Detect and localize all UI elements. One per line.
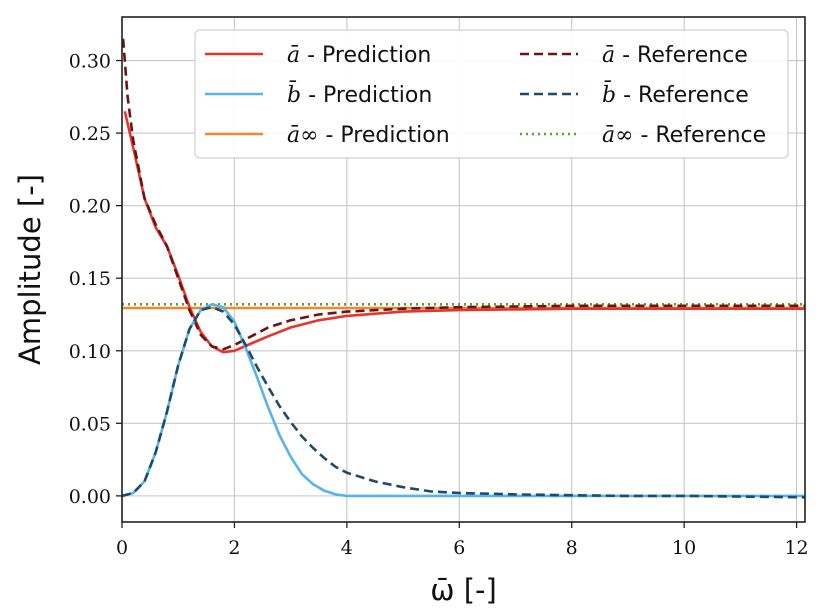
legend-entry-3: ā - Reference bbox=[602, 43, 748, 68]
y-tick-label: 0.00 bbox=[69, 486, 111, 508]
y-tick-label: 0.20 bbox=[69, 196, 111, 218]
x-tick-label: 10 bbox=[672, 537, 696, 559]
x-tick-label: 6 bbox=[453, 537, 465, 559]
x-tick-label: 2 bbox=[228, 537, 240, 559]
x-tick-label: 4 bbox=[341, 537, 353, 559]
legend-entry-2: ā∞ - Prediction bbox=[287, 123, 450, 148]
x-tick-label: 0 bbox=[116, 537, 128, 559]
y-tick-label: 0.15 bbox=[69, 268, 111, 290]
legend-entry-5: ā∞ - Reference bbox=[602, 123, 766, 148]
series-line-4 bbox=[122, 305, 805, 499]
y-tick-label: 0.10 bbox=[69, 341, 111, 363]
y-tick-label: 0.05 bbox=[69, 413, 111, 435]
y-axis-label: Amplitude [-] bbox=[13, 174, 47, 365]
legend-entry-4: b̄ - Reference bbox=[602, 80, 749, 108]
series-line-3 bbox=[122, 38, 805, 351]
legend-entry-1: b̄ - Prediction bbox=[287, 80, 432, 108]
series-line-1 bbox=[122, 303, 805, 498]
legend-box bbox=[194, 29, 789, 159]
y-tick-label: 0.30 bbox=[69, 51, 111, 73]
legend: ā - Prediction b̄ - Prediction ā∞ - Predic… bbox=[194, 29, 789, 159]
x-tick-label: 8 bbox=[566, 537, 578, 559]
legend-entry-0: ā - Prediction bbox=[287, 43, 431, 68]
x-tick-label: 12 bbox=[784, 537, 808, 559]
y-tick-label: 0.25 bbox=[69, 123, 111, 145]
x-axis-ticks: 0 2 4 6 8 10 12 bbox=[116, 522, 809, 559]
plot-frame bbox=[121, 16, 806, 523]
series-layer bbox=[122, 38, 805, 499]
x-axis-label: ω̄ [-] bbox=[430, 573, 497, 607]
y-axis-ticks: 0.00 0.05 0.10 0.15 0.20 0.25 0.30 bbox=[69, 51, 122, 508]
